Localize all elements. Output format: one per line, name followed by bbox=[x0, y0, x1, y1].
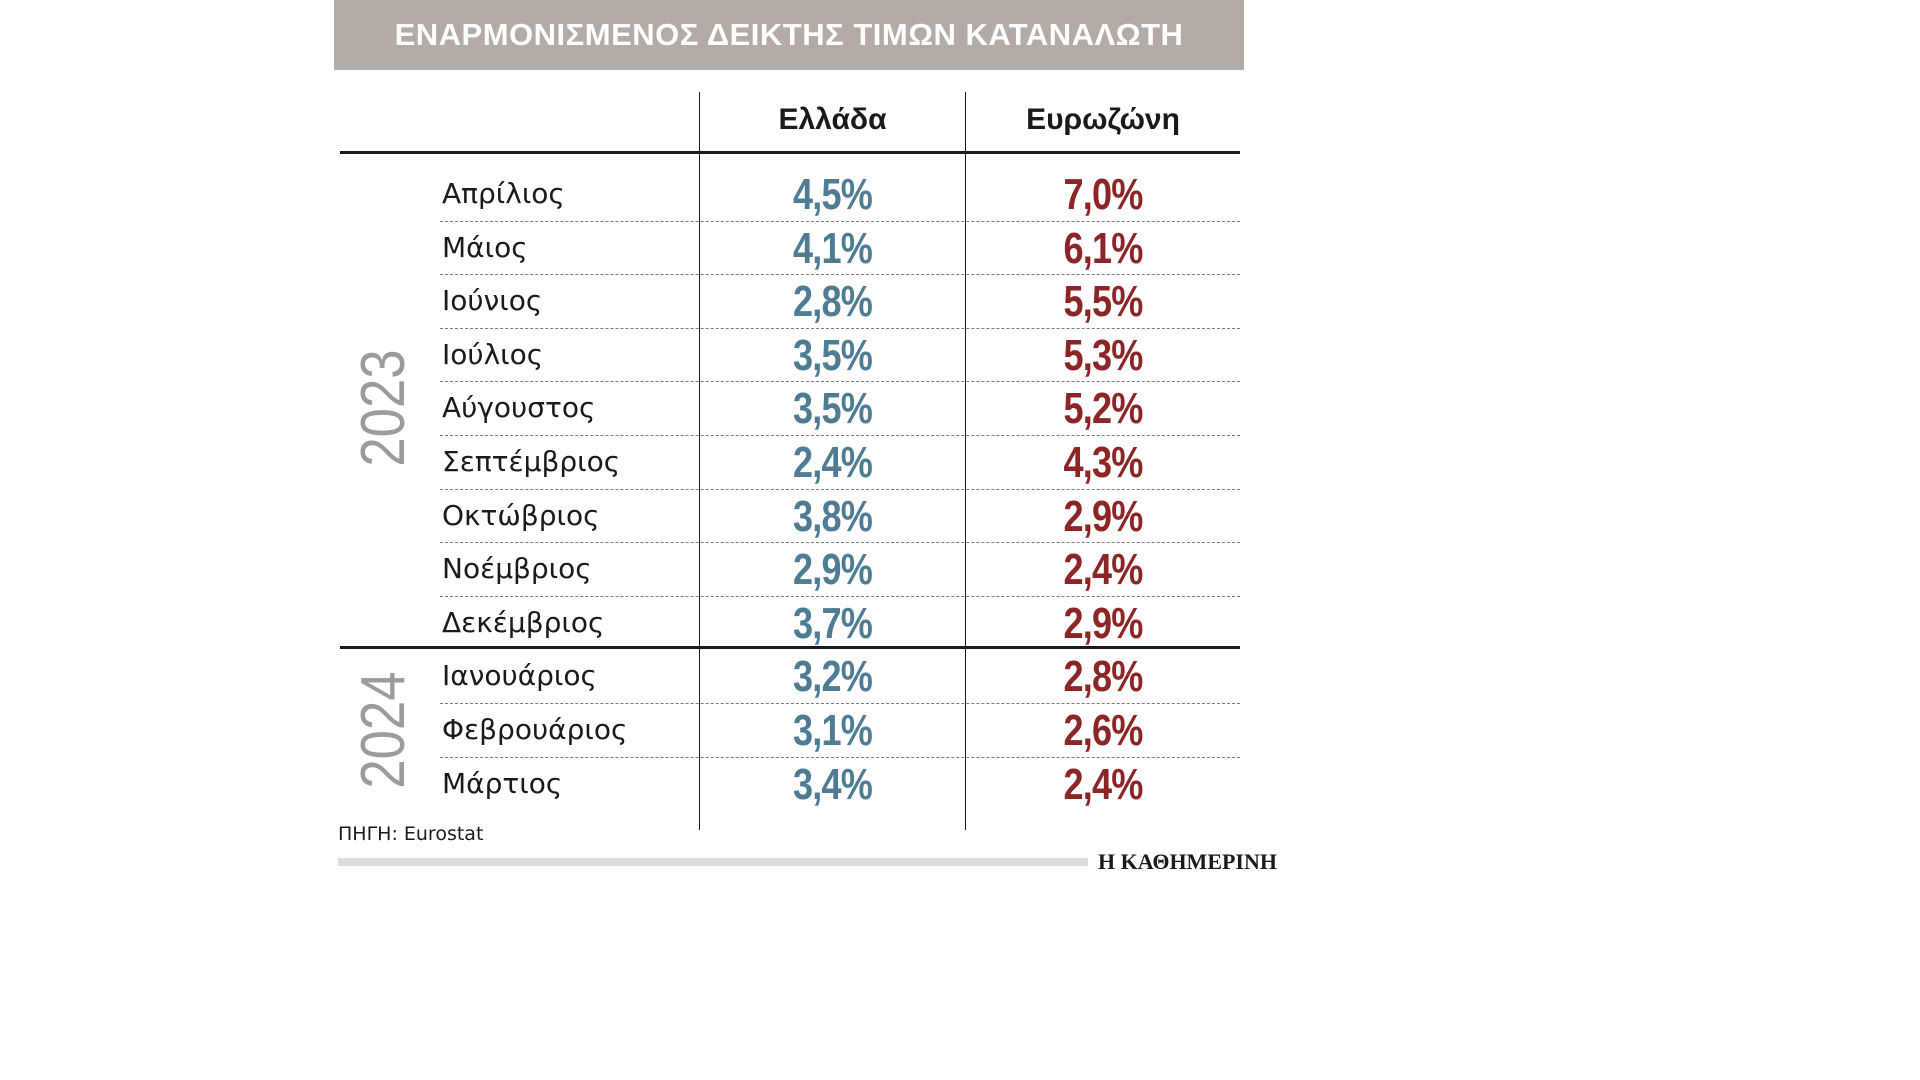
eurozone-value: 2,9% bbox=[1063, 491, 1144, 541]
greece-value: 3,8% bbox=[793, 491, 873, 541]
column-divider-2 bbox=[965, 92, 966, 830]
month-label: Φεβρουάριος bbox=[442, 713, 628, 746]
greece-value: 3,7% bbox=[793, 598, 873, 648]
row-divider bbox=[440, 542, 1240, 543]
month-label: Σεπτέμβριος bbox=[442, 445, 621, 478]
month-label: Ιούνιος bbox=[442, 284, 543, 318]
month-label: Δεκέμβριος bbox=[442, 605, 605, 639]
row-divider bbox=[440, 274, 1240, 275]
column-divider-1 bbox=[699, 92, 700, 830]
greece-value: 4,5% bbox=[793, 170, 873, 219]
chart-title: ΕΝΑΡΜΟΝΙΣΜΕΝΟΣ ΔΕΙΚΤΗΣ ΤΙΜΩΝ ΚΑΤΑΝΑΛΩΤΗ bbox=[394, 17, 1184, 52]
column-header-eurozone: Ευρωζώνη bbox=[1026, 103, 1180, 136]
row-divider bbox=[440, 435, 1240, 436]
publisher-logo: Η ΚΑΘΗΜΕΡΙΝΗ bbox=[1098, 849, 1277, 874]
month-label: Αύγουστος bbox=[442, 391, 596, 425]
month-label: Μάρτιος bbox=[442, 766, 563, 800]
greece-value: 2,9% bbox=[793, 545, 873, 595]
footer-bar bbox=[338, 858, 1088, 866]
month-label: Ιανουάριος bbox=[442, 659, 597, 693]
row-divider bbox=[440, 381, 1240, 382]
header-rule bbox=[340, 151, 1240, 154]
eurozone-value: 2,8% bbox=[1063, 652, 1144, 702]
eurozone-value: 4,3% bbox=[1063, 438, 1144, 487]
month-label: Μάιος bbox=[442, 230, 528, 264]
title-bar: ΕΝΑΡΜΟΝΙΣΜΕΝΟΣ ΔΕΙΚΤΗΣ ΤΙΜΩΝ ΚΑΤΑΝΑΛΩΤΗ bbox=[334, 0, 1244, 70]
row-divider bbox=[440, 757, 1240, 758]
eurozone-value: 5,3% bbox=[1063, 330, 1144, 380]
hicp-table-graphic: ΕΝΑΡΜΟΝΙΣΜΕΝΟΣ ΔΕΙΚΤΗΣ ΤΙΜΩΝ ΚΑΤΑΝΑΛΩΤΗ … bbox=[334, 0, 1277, 874]
source-note: ΠΗΓΗ: Eurostat bbox=[338, 823, 484, 845]
greece-value: 3,5% bbox=[793, 330, 873, 380]
greece-value: 2,4% bbox=[793, 438, 873, 487]
greece-value: 3,2% bbox=[793, 652, 873, 702]
eurozone-value: 5,5% bbox=[1063, 277, 1144, 327]
row-divider bbox=[440, 221, 1240, 222]
month-label: Ιούλιος bbox=[442, 337, 544, 371]
row-divider bbox=[440, 596, 1240, 597]
column-header-greece: Ελλάδα bbox=[778, 103, 887, 136]
row-divider bbox=[440, 489, 1240, 490]
year-label: 2023 bbox=[349, 349, 418, 467]
row-divider bbox=[440, 328, 1240, 329]
eurozone-value: 2,6% bbox=[1063, 706, 1144, 755]
year-label: 2024 bbox=[349, 671, 418, 789]
eurozone-value: 2,4% bbox=[1063, 545, 1144, 595]
month-label: Απρίλιος bbox=[442, 177, 565, 210]
eurozone-value: 7,0% bbox=[1063, 170, 1144, 219]
eurozone-value: 6,1% bbox=[1063, 223, 1144, 273]
greece-value: 3,5% bbox=[793, 384, 873, 434]
eurozone-value: 2,4% bbox=[1063, 759, 1144, 809]
eurozone-value: 2,9% bbox=[1063, 598, 1144, 648]
greece-value: 2,8% bbox=[793, 277, 873, 327]
greece-value: 3,4% bbox=[793, 759, 873, 809]
month-label: Οκτώβριος bbox=[442, 498, 600, 532]
greece-value: 3,1% bbox=[793, 706, 873, 755]
eurozone-value: 5,2% bbox=[1063, 384, 1144, 434]
greece-value: 4,1% bbox=[793, 223, 873, 273]
year-separator-rule bbox=[340, 646, 1240, 649]
month-label: Νοέμβριος bbox=[442, 552, 592, 586]
row-divider bbox=[440, 703, 1240, 704]
